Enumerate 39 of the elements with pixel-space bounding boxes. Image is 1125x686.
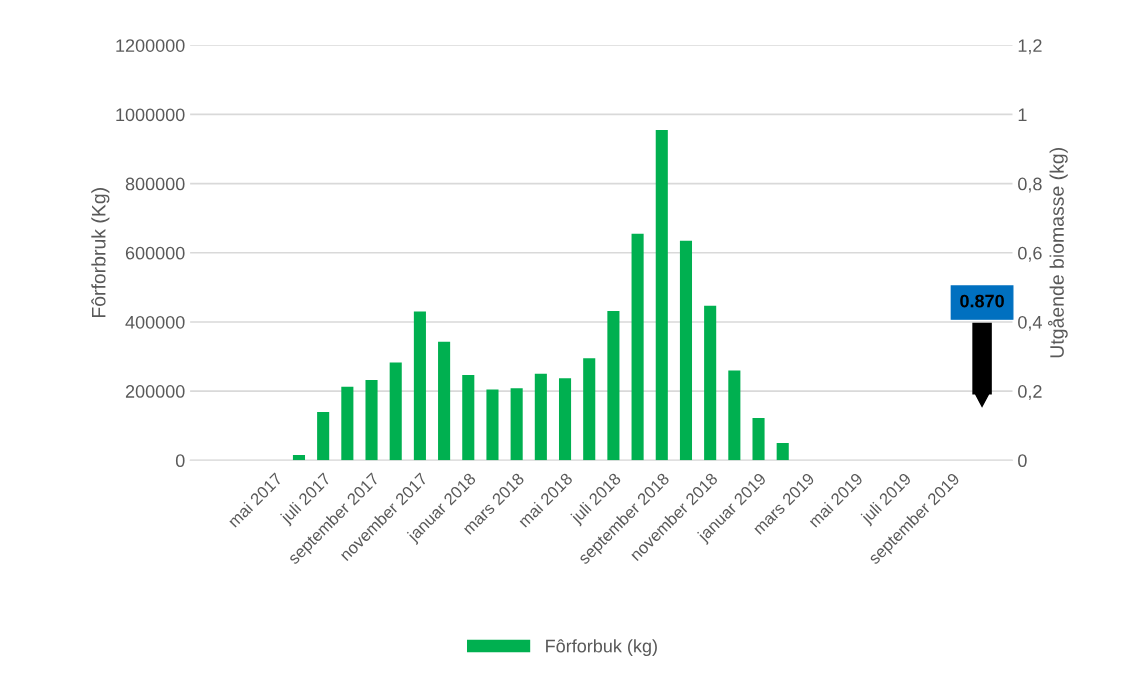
bar	[776, 443, 789, 461]
bar	[438, 341, 451, 461]
annotation: 0.870	[960, 294, 1004, 308]
bar	[728, 370, 741, 461]
bar	[631, 233, 644, 461]
bar	[413, 311, 426, 461]
y2-tick-label: 0,4	[1018, 315, 1042, 331]
y-tick-label: 200000	[125, 385, 185, 398]
y2-axis-title: Utgående biomasse (kg)	[1048, 148, 1068, 358]
bar	[583, 358, 596, 461]
y2-tick-label: 0,6	[1018, 246, 1042, 262]
bar	[365, 380, 378, 461]
y2-tick-label: 0	[1018, 454, 1027, 468]
bar	[486, 389, 499, 461]
y-axis-title: Fôrforbruk (Kg)	[91, 188, 110, 318]
bar	[558, 378, 572, 461]
bar	[462, 374, 475, 461]
bar	[317, 411, 330, 461]
bar	[679, 240, 693, 461]
bar	[292, 455, 306, 461]
legend-label: Fôrforbuk (kg)	[546, 639, 657, 657]
bar	[534, 373, 547, 461]
bar	[607, 310, 620, 461]
y2-tick-label: 0,2	[1018, 385, 1042, 400]
y2-tick-label: 1,2	[1018, 39, 1042, 55]
bar	[341, 386, 354, 461]
y2-tick-label: 0,8	[1018, 177, 1042, 193]
y-tick-label: 800000	[125, 177, 185, 191]
bar	[389, 362, 402, 461]
y-tick-label: 1000000	[116, 108, 185, 122]
bar	[510, 388, 523, 461]
bar	[752, 418, 765, 461]
y-tick-label: 0	[175, 454, 185, 468]
y-tick-label: 600000	[125, 246, 185, 260]
bar	[655, 130, 668, 461]
y2-tick-label: 1	[1018, 108, 1027, 121]
y-tick-label: 1200000	[116, 39, 185, 52]
y-tick-label: 400000	[125, 315, 185, 329]
bar	[704, 305, 717, 461]
